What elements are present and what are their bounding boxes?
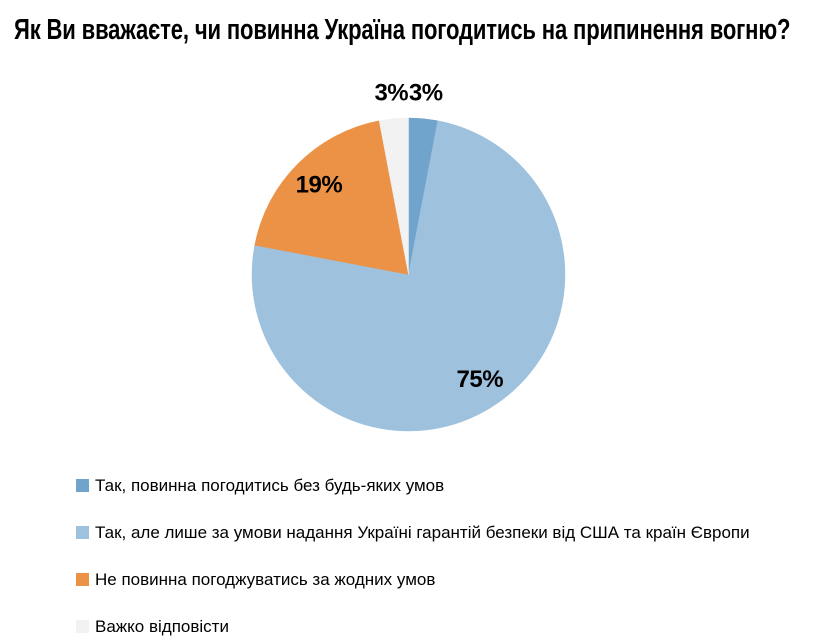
pie-slice-2 [254,120,409,275]
legend-swatch-agree-with-guarantees [76,526,89,539]
pie-slice-1 [251,120,566,432]
slice-label-0: 3% [409,79,443,106]
legend-label: Так, повинна погодитись без будь-яких ум… [95,476,445,495]
legend-swatch-agree-unconditionally [76,479,89,492]
legend-label: Так, але лише за умови надання Україні г… [95,523,750,542]
slice-label-3: 3% [374,79,408,106]
legend-swatch-hard-to-answer [76,620,89,633]
legend-item: Так, повинна погодитись без будь-яких ум… [76,477,750,495]
chart-title: Як Ви вважаєте, чи повинна Україна погод… [14,14,791,46]
legend: Так, повинна погодитись без будь-яких ум… [76,477,750,642]
legend-label: Не повинна погоджуватись за жодних умов [95,570,436,589]
legend-item: Важко відповісти [76,618,750,636]
slice-label-2: 19% [296,171,343,198]
legend-item: Не повинна погоджуватись за жодних умов [76,571,750,589]
pie-slice-3 [378,117,409,275]
legend-item: Так, але лише за умови надання Україні г… [76,524,750,542]
legend-label: Важко відповісти [95,617,229,636]
slice-label-1: 75% [457,366,504,393]
legend-swatch-should-not-agree [76,573,89,586]
pie-chart: 3% 75% 19% 3% [251,79,566,432]
